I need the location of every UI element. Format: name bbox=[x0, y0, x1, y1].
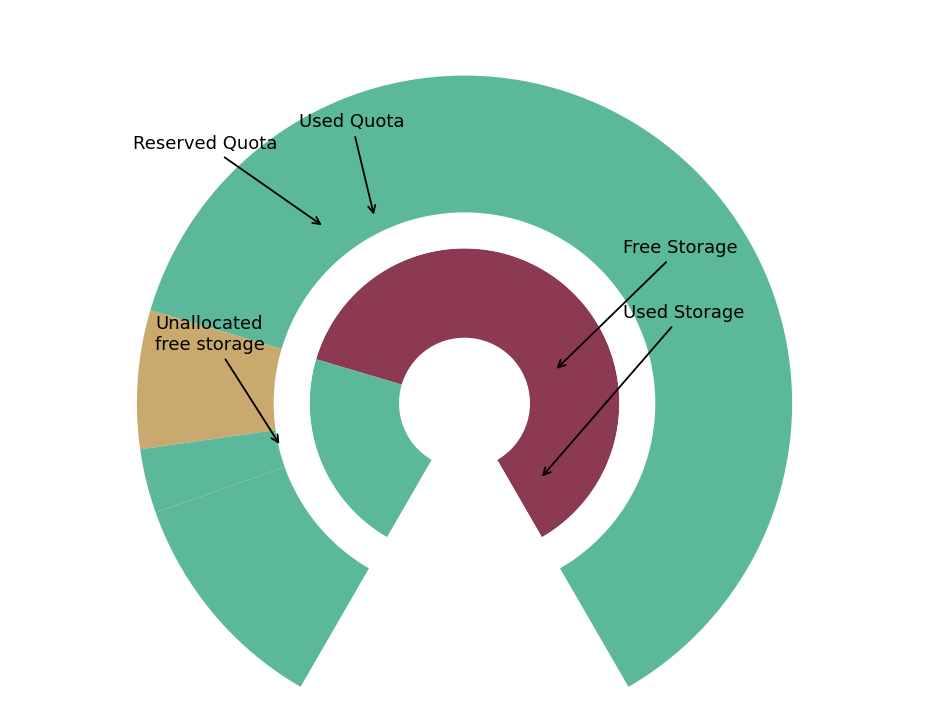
Polygon shape bbox=[444, 403, 484, 720]
Polygon shape bbox=[309, 359, 432, 537]
Polygon shape bbox=[316, 248, 619, 537]
Polygon shape bbox=[156, 467, 368, 687]
Polygon shape bbox=[293, 403, 635, 720]
Text: Used Quota: Used Quota bbox=[299, 114, 404, 213]
Text: Used Storage: Used Storage bbox=[543, 305, 743, 475]
Polygon shape bbox=[150, 76, 792, 687]
Text: Reserved Quota: Reserved Quota bbox=[133, 135, 320, 224]
Text: Unallocated
free storage: Unallocated free storage bbox=[155, 315, 278, 442]
Polygon shape bbox=[291, 230, 637, 553]
Polygon shape bbox=[136, 310, 281, 449]
Circle shape bbox=[399, 338, 529, 468]
Polygon shape bbox=[140, 430, 284, 513]
Text: Free Storage: Free Storage bbox=[558, 239, 737, 367]
Circle shape bbox=[430, 361, 498, 431]
